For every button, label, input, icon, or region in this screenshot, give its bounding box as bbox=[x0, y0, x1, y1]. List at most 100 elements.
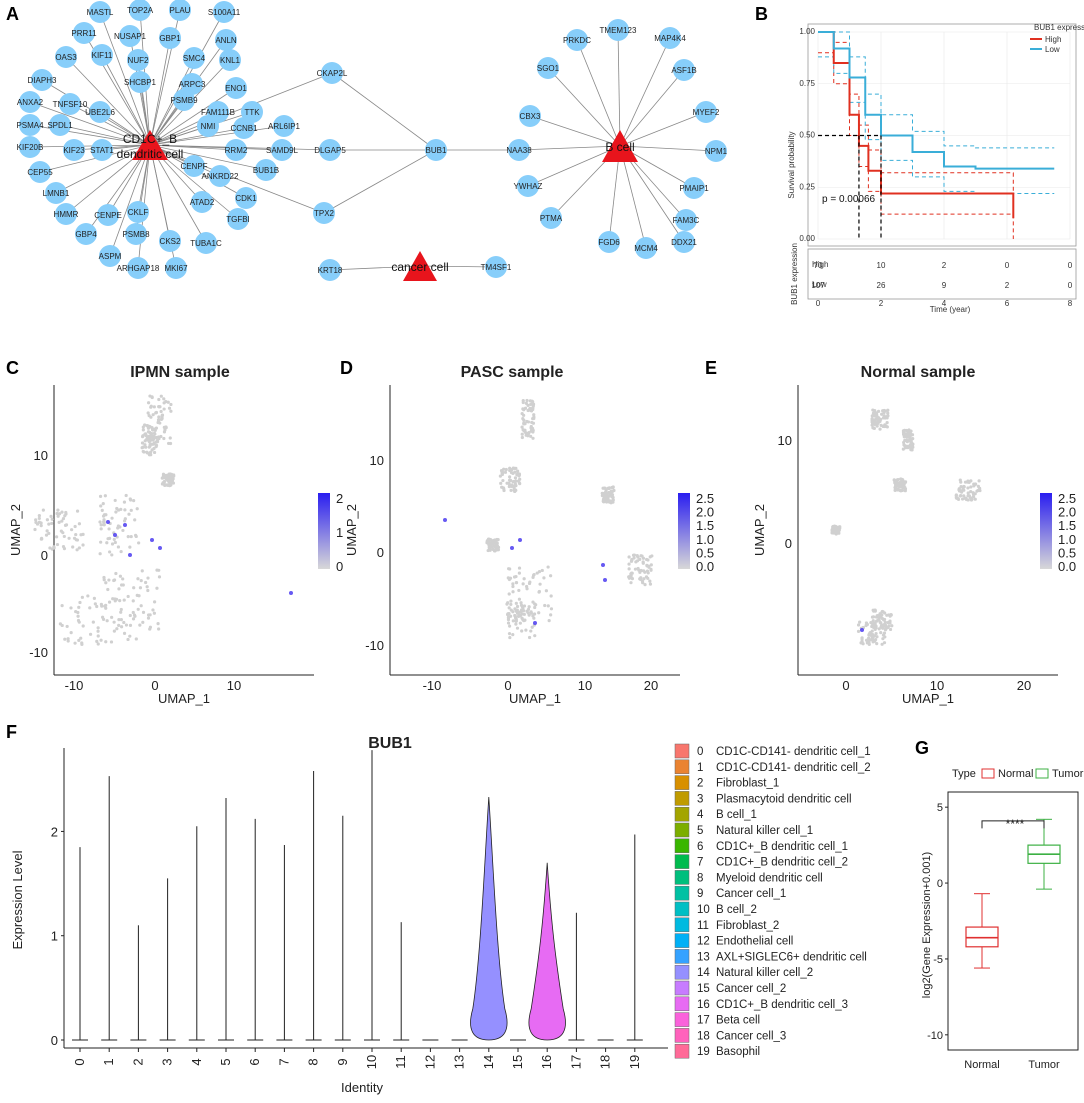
umap-cell-point bbox=[871, 426, 875, 430]
km-xtick: 8 bbox=[1068, 299, 1073, 308]
km-risk-value: 107 bbox=[811, 281, 825, 290]
umap-cell-point bbox=[513, 489, 517, 494]
box-signif: **** bbox=[1006, 817, 1025, 831]
umap-cell-point bbox=[86, 594, 90, 598]
violin-xtick: 12 bbox=[422, 1055, 437, 1069]
gene-node-label: ATAD2 bbox=[190, 198, 215, 207]
umap-cell-point bbox=[962, 484, 966, 489]
gene-node-label: ANKRD22 bbox=[202, 172, 239, 181]
umap-cell-point bbox=[110, 542, 115, 546]
umap-cell-point bbox=[521, 417, 525, 421]
umap-cell-point bbox=[495, 545, 499, 550]
umap-cell-point bbox=[887, 613, 891, 617]
umap-cell-point bbox=[892, 478, 896, 482]
umap-cell-point bbox=[120, 625, 124, 629]
umap-colorbar-label: 2 bbox=[336, 491, 343, 506]
umap-expr-point bbox=[510, 546, 514, 550]
umap-cell-point bbox=[876, 618, 880, 622]
gene-node: NMI bbox=[197, 115, 219, 137]
umap-cell-point bbox=[517, 571, 521, 575]
umap-cell-point bbox=[531, 402, 536, 406]
cluster-legend-swatch bbox=[674, 1043, 690, 1059]
gene-node: KIF23 bbox=[63, 139, 85, 161]
umap-cell-point bbox=[63, 514, 67, 518]
umap-cell-point bbox=[877, 627, 881, 631]
umap-cell-point bbox=[79, 636, 83, 640]
umap-cell-point bbox=[134, 637, 138, 641]
umap-cell-point bbox=[157, 405, 161, 409]
umap-cell-point bbox=[505, 602, 509, 606]
gene-node-label: ARPC3 bbox=[179, 80, 206, 89]
gene-node-circle bbox=[89, 101, 111, 123]
box-signif-bracket bbox=[981, 820, 1045, 829]
gene-node: KNL1 bbox=[219, 49, 241, 71]
gene-node-label: CENPF bbox=[180, 162, 207, 171]
umap-cell-point bbox=[107, 600, 112, 604]
network-edge bbox=[149, 144, 267, 171]
umap-cell-point bbox=[526, 607, 531, 611]
umap-cell-point bbox=[500, 472, 504, 477]
box-ytick: 5 bbox=[937, 802, 943, 814]
umap-cell-point bbox=[529, 629, 533, 633]
umap-cell-point bbox=[128, 613, 132, 618]
gene-node-label: GBP1 bbox=[159, 34, 181, 43]
umap-cell-point bbox=[98, 494, 103, 498]
hub-triangle-dc bbox=[132, 130, 168, 160]
umap-cell-point bbox=[107, 527, 111, 531]
umap-cell-point bbox=[57, 520, 61, 524]
umap-cell-point bbox=[103, 494, 107, 498]
network-edge bbox=[619, 145, 647, 249]
umap-cell-point bbox=[903, 489, 907, 493]
umap-cell-point bbox=[507, 577, 511, 582]
umap-cell-point bbox=[156, 420, 160, 425]
umap-cell-point bbox=[513, 614, 517, 618]
umap-cell-point bbox=[110, 516, 114, 520]
umap-cell-point bbox=[67, 536, 71, 540]
umap-cell-point bbox=[969, 479, 973, 483]
umap-cell-point bbox=[537, 589, 541, 594]
cluster-legend-label: CD1C+_B dendritic cell_3 bbox=[716, 999, 848, 1011]
umap-cell-point bbox=[530, 420, 534, 425]
gene-node-label: PMAIP1 bbox=[679, 184, 709, 193]
umap-cell-point bbox=[60, 604, 64, 608]
umap-cell-point bbox=[864, 638, 869, 642]
gene-node-circle bbox=[683, 177, 705, 199]
umap-cell-point bbox=[149, 435, 154, 439]
gene-node-circle bbox=[225, 77, 247, 99]
gene-node: PSMB9 bbox=[170, 89, 198, 111]
umap-cell-point bbox=[546, 565, 550, 569]
umap-cell-point bbox=[81, 543, 85, 547]
cluster-legend-label: Natural killer cell_1 bbox=[716, 825, 813, 837]
umap-cell-point bbox=[966, 491, 970, 495]
umap-cell-point bbox=[867, 636, 871, 640]
cluster-legend-label: CD1C-CD141- dendritic cell_2 bbox=[716, 762, 871, 774]
km-risk-table bbox=[807, 248, 1077, 300]
umap-cell-point bbox=[880, 412, 884, 416]
cluster-legend-label: CD1C+_B dendritic cell_2 bbox=[716, 857, 848, 869]
umap-cell-point bbox=[172, 474, 176, 478]
umap-cell-point bbox=[547, 618, 551, 623]
umap-cell-point bbox=[92, 596, 96, 600]
gene-node-label: TPX2 bbox=[314, 209, 335, 218]
umap-cell-point bbox=[37, 516, 41, 521]
umap-cell-point bbox=[171, 481, 176, 485]
gene-node-label: NUSAP1 bbox=[114, 32, 147, 41]
gene-node-circle bbox=[119, 25, 141, 47]
umap-cell-point bbox=[526, 434, 530, 438]
umap-cell-point bbox=[50, 521, 54, 526]
violin-xtick: 5 bbox=[218, 1058, 233, 1065]
km-risk-value: 70 bbox=[814, 261, 823, 270]
km-plot-area bbox=[807, 23, 1077, 247]
umap-cell-point bbox=[514, 609, 518, 613]
umap-cell-point bbox=[519, 603, 524, 607]
gene-node-circle bbox=[319, 139, 341, 161]
umap-cell-point bbox=[98, 552, 102, 556]
umap-colorbar-label: 1.5 bbox=[696, 518, 714, 533]
cluster-legend-id: 2 bbox=[697, 778, 703, 790]
gene-node: CEP55 bbox=[27, 161, 53, 183]
km-risk-value: 0 bbox=[1005, 261, 1010, 270]
umap-cell-point bbox=[141, 620, 145, 624]
umap-cell-point bbox=[647, 564, 651, 568]
umap-cell-point bbox=[143, 439, 147, 443]
gene-node: SPDL1 bbox=[47, 114, 73, 136]
